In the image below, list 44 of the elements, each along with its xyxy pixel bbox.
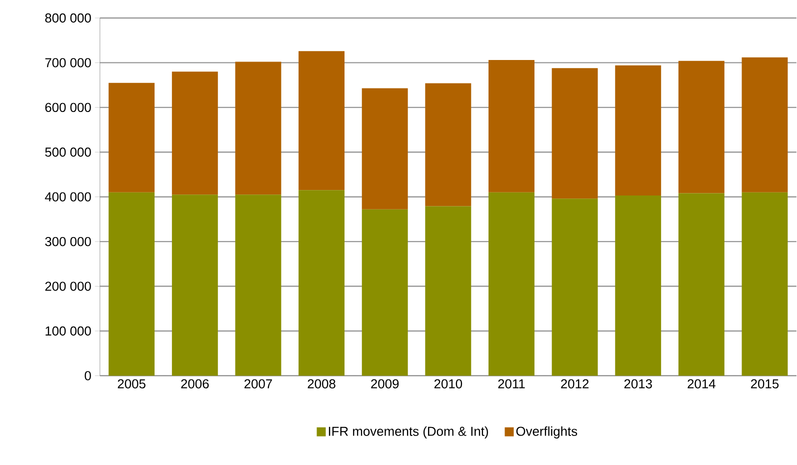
y-tick-label: 800 000 xyxy=(45,14,91,23)
bar xyxy=(108,82,155,193)
bar xyxy=(172,194,218,376)
y-tick-label: 700 000 xyxy=(45,58,91,68)
x-tick-label: 2007 xyxy=(244,379,272,389)
x-tick-label: 2013 xyxy=(624,379,652,389)
bar xyxy=(488,192,534,376)
x-tick-label: 2008 xyxy=(308,379,336,389)
bar xyxy=(298,190,345,376)
x-tick-label: 2014 xyxy=(688,379,716,389)
y-tick-label: 400 000 xyxy=(44,192,91,202)
y-tick-label: 600 000 xyxy=(45,103,91,112)
bar xyxy=(362,88,408,210)
bar xyxy=(108,192,155,376)
bar xyxy=(742,58,788,193)
x-tick-label: 2009 xyxy=(371,379,399,389)
x-tick-label: 2012 xyxy=(561,379,589,389)
legend-label: Overflights xyxy=(516,426,578,439)
y-tick-label: 300 000 xyxy=(45,237,91,246)
bar xyxy=(552,198,598,376)
bar xyxy=(298,51,345,190)
bar xyxy=(172,72,218,195)
bar xyxy=(362,210,408,376)
bar xyxy=(425,206,472,376)
x-tick-label: 2015 xyxy=(751,379,779,389)
bar xyxy=(235,62,282,195)
y-tick-label: 200 000 xyxy=(45,282,91,292)
y-tick-label: 500 000 xyxy=(45,148,91,157)
bar xyxy=(615,196,662,376)
bar xyxy=(742,192,788,376)
x-tick-label: 2006 xyxy=(181,379,209,389)
legend-label: IFR movements (Dom & Int) xyxy=(328,426,488,439)
bar xyxy=(235,194,282,376)
x-tick-label: 2011 xyxy=(498,379,525,389)
bar xyxy=(488,60,534,193)
bar xyxy=(425,83,472,206)
bar xyxy=(678,61,724,194)
y-tick-label: 100 000 xyxy=(46,326,91,336)
bar xyxy=(678,193,724,376)
x-tick-label: 2010 xyxy=(434,379,462,389)
bar xyxy=(615,66,662,196)
bar xyxy=(552,68,598,199)
x-tick-label: 2005 xyxy=(118,379,146,389)
y-tick-label: 0 xyxy=(84,371,91,380)
